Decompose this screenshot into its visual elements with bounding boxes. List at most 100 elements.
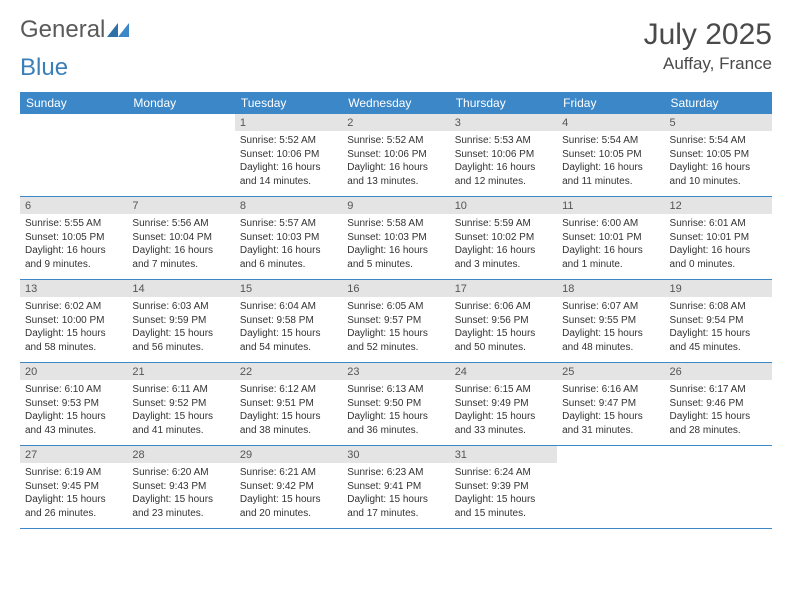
sunrise-text: Sunrise: 6:23 AM bbox=[347, 466, 444, 480]
day-number: 14 bbox=[127, 280, 234, 297]
sunset-text: Sunset: 9:47 PM bbox=[562, 397, 659, 411]
day-number: 19 bbox=[665, 280, 772, 297]
dow-thursday: Thursday bbox=[450, 92, 557, 114]
sunset-text: Sunset: 10:00 PM bbox=[25, 314, 122, 328]
sunrise-text: Sunrise: 5:54 AM bbox=[562, 134, 659, 148]
day-body: Sunrise: 6:00 AMSunset: 10:01 PMDaylight… bbox=[557, 214, 664, 276]
day-number: 4 bbox=[557, 114, 664, 131]
day-number: 2 bbox=[342, 114, 449, 131]
daylight-text: Daylight: 16 hours and 12 minutes. bbox=[455, 161, 552, 188]
day-cell: 15Sunrise: 6:04 AMSunset: 9:58 PMDayligh… bbox=[235, 280, 342, 362]
sunrise-text: Sunrise: 6:05 AM bbox=[347, 300, 444, 314]
sunset-text: Sunset: 9:50 PM bbox=[347, 397, 444, 411]
sunset-text: Sunset: 10:06 PM bbox=[240, 148, 337, 162]
dow-tuesday: Tuesday bbox=[235, 92, 342, 114]
day-body: Sunrise: 5:52 AMSunset: 10:06 PMDaylight… bbox=[342, 131, 449, 193]
day-body: Sunrise: 6:15 AMSunset: 9:49 PMDaylight:… bbox=[450, 380, 557, 442]
day-cell: 10Sunrise: 5:59 AMSunset: 10:02 PMDaylig… bbox=[450, 197, 557, 279]
day-number: 3 bbox=[450, 114, 557, 131]
sunrise-text: Sunrise: 5:53 AM bbox=[455, 134, 552, 148]
day-cell: 30Sunrise: 6:23 AMSunset: 9:41 PMDayligh… bbox=[342, 446, 449, 528]
brand-logo: General Blue bbox=[20, 18, 129, 80]
day-cell: 16Sunrise: 6:05 AMSunset: 9:57 PMDayligh… bbox=[342, 280, 449, 362]
day-body: Sunrise: 5:55 AMSunset: 10:05 PMDaylight… bbox=[20, 214, 127, 276]
day-cell: 26Sunrise: 6:17 AMSunset: 9:46 PMDayligh… bbox=[665, 363, 772, 445]
day-body: Sunrise: 6:04 AMSunset: 9:58 PMDaylight:… bbox=[235, 297, 342, 359]
sunset-text: Sunset: 10:04 PM bbox=[132, 231, 229, 245]
daylight-text: Daylight: 15 hours and 56 minutes. bbox=[132, 327, 229, 354]
week-row: 27Sunrise: 6:19 AMSunset: 9:45 PMDayligh… bbox=[20, 446, 772, 529]
day-cell: 19Sunrise: 6:08 AMSunset: 9:54 PMDayligh… bbox=[665, 280, 772, 362]
sunrise-text: Sunrise: 6:16 AM bbox=[562, 383, 659, 397]
day-body: Sunrise: 6:19 AMSunset: 9:45 PMDaylight:… bbox=[20, 463, 127, 525]
dow-sunday: Sunday bbox=[20, 92, 127, 114]
day-number: 20 bbox=[20, 363, 127, 380]
day-number: 16 bbox=[342, 280, 449, 297]
dow-friday: Friday bbox=[557, 92, 664, 114]
daylight-text: Daylight: 15 hours and 33 minutes. bbox=[455, 410, 552, 437]
daylight-text: Daylight: 15 hours and 31 minutes. bbox=[562, 410, 659, 437]
sunset-text: Sunset: 9:59 PM bbox=[132, 314, 229, 328]
day-body: Sunrise: 5:59 AMSunset: 10:02 PMDaylight… bbox=[450, 214, 557, 276]
sunset-text: Sunset: 9:56 PM bbox=[455, 314, 552, 328]
daylight-text: Daylight: 15 hours and 41 minutes. bbox=[132, 410, 229, 437]
day-cell: 29Sunrise: 6:21 AMSunset: 9:42 PMDayligh… bbox=[235, 446, 342, 528]
day-body: Sunrise: 5:54 AMSunset: 10:05 PMDaylight… bbox=[665, 131, 772, 193]
day-body: Sunrise: 6:02 AMSunset: 10:00 PMDaylight… bbox=[20, 297, 127, 359]
daylight-text: Daylight: 16 hours and 11 minutes. bbox=[562, 161, 659, 188]
sunset-text: Sunset: 9:51 PM bbox=[240, 397, 337, 411]
day-number: 24 bbox=[450, 363, 557, 380]
day-number: 15 bbox=[235, 280, 342, 297]
sunrise-text: Sunrise: 5:58 AM bbox=[347, 217, 444, 231]
daylight-text: Daylight: 16 hours and 10 minutes. bbox=[670, 161, 767, 188]
day-cell: 8Sunrise: 5:57 AMSunset: 10:03 PMDayligh… bbox=[235, 197, 342, 279]
sunset-text: Sunset: 10:06 PM bbox=[455, 148, 552, 162]
sunset-text: Sunset: 9:49 PM bbox=[455, 397, 552, 411]
sunset-text: Sunset: 9:52 PM bbox=[132, 397, 229, 411]
day-cell: 13Sunrise: 6:02 AMSunset: 10:00 PMDaylig… bbox=[20, 280, 127, 362]
daylight-text: Daylight: 16 hours and 1 minute. bbox=[562, 244, 659, 271]
dow-monday: Monday bbox=[127, 92, 234, 114]
sunrise-text: Sunrise: 6:08 AM bbox=[670, 300, 767, 314]
day-number: 7 bbox=[127, 197, 234, 214]
header: General Blue July 2025 Auffay, France bbox=[20, 18, 772, 80]
sunset-text: Sunset: 10:05 PM bbox=[562, 148, 659, 162]
day-body: Sunrise: 6:12 AMSunset: 9:51 PMDaylight:… bbox=[235, 380, 342, 442]
sunrise-text: Sunrise: 6:07 AM bbox=[562, 300, 659, 314]
day-cell bbox=[557, 446, 664, 528]
sunset-text: Sunset: 10:06 PM bbox=[347, 148, 444, 162]
title-block: July 2025 Auffay, France bbox=[644, 18, 772, 74]
sunset-text: Sunset: 9:54 PM bbox=[670, 314, 767, 328]
day-body: Sunrise: 5:53 AMSunset: 10:06 PMDaylight… bbox=[450, 131, 557, 193]
day-body: Sunrise: 6:13 AMSunset: 9:50 PMDaylight:… bbox=[342, 380, 449, 442]
sunrise-text: Sunrise: 6:20 AM bbox=[132, 466, 229, 480]
day-number: 30 bbox=[342, 446, 449, 463]
sunset-text: Sunset: 10:01 PM bbox=[670, 231, 767, 245]
sunrise-text: Sunrise: 6:11 AM bbox=[132, 383, 229, 397]
week-row: 13Sunrise: 6:02 AMSunset: 10:00 PMDaylig… bbox=[20, 280, 772, 363]
day-body: Sunrise: 6:07 AMSunset: 9:55 PMDaylight:… bbox=[557, 297, 664, 359]
day-body: Sunrise: 6:11 AMSunset: 9:52 PMDaylight:… bbox=[127, 380, 234, 442]
sunrise-text: Sunrise: 6:10 AM bbox=[25, 383, 122, 397]
sunset-text: Sunset: 10:03 PM bbox=[240, 231, 337, 245]
brand-mark-icon bbox=[107, 18, 129, 42]
day-cell: 1Sunrise: 5:52 AMSunset: 10:06 PMDayligh… bbox=[235, 114, 342, 196]
daylight-text: Daylight: 16 hours and 7 minutes. bbox=[132, 244, 229, 271]
day-cell: 9Sunrise: 5:58 AMSunset: 10:03 PMDayligh… bbox=[342, 197, 449, 279]
day-cell bbox=[127, 114, 234, 196]
calendar-page: General Blue July 2025 Auffay, France Su… bbox=[0, 0, 792, 539]
day-number bbox=[20, 114, 127, 131]
sunrise-text: Sunrise: 6:02 AM bbox=[25, 300, 122, 314]
sunrise-text: Sunrise: 6:01 AM bbox=[670, 217, 767, 231]
sunset-text: Sunset: 9:57 PM bbox=[347, 314, 444, 328]
day-body: Sunrise: 5:57 AMSunset: 10:03 PMDaylight… bbox=[235, 214, 342, 276]
sunrise-text: Sunrise: 6:24 AM bbox=[455, 466, 552, 480]
daylight-text: Daylight: 15 hours and 15 minutes. bbox=[455, 493, 552, 520]
day-body: Sunrise: 6:03 AMSunset: 9:59 PMDaylight:… bbox=[127, 297, 234, 359]
sunrise-text: Sunrise: 6:06 AM bbox=[455, 300, 552, 314]
day-body: Sunrise: 6:06 AMSunset: 9:56 PMDaylight:… bbox=[450, 297, 557, 359]
day-cell: 14Sunrise: 6:03 AMSunset: 9:59 PMDayligh… bbox=[127, 280, 234, 362]
day-number: 8 bbox=[235, 197, 342, 214]
day-number: 17 bbox=[450, 280, 557, 297]
day-cell: 12Sunrise: 6:01 AMSunset: 10:01 PMDaylig… bbox=[665, 197, 772, 279]
